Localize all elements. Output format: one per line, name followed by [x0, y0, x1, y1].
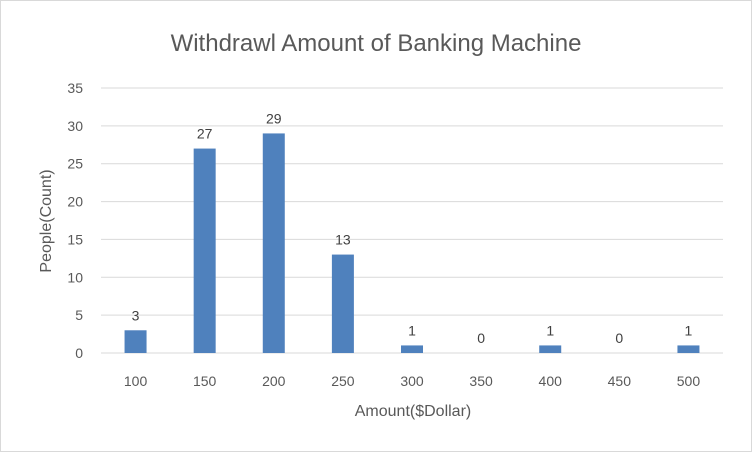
bar [124, 330, 147, 353]
x-tick-labels: 100 150 200 250 300 350 400 450 500 [124, 373, 700, 389]
x-tick-label: 400 [539, 373, 563, 389]
y-tick-label: 35 [67, 80, 83, 96]
x-tick-label: 100 [124, 373, 148, 389]
x-axis-label: Amount($Dollar) [355, 403, 471, 420]
bars [124, 133, 700, 353]
data-label: 0 [615, 330, 623, 346]
y-tick-labels: 0 5 10 15 20 25 30 35 [67, 80, 83, 361]
x-tick-label: 450 [608, 373, 632, 389]
y-tick-label: 15 [67, 231, 83, 247]
data-label: 13 [335, 232, 351, 248]
bar [262, 133, 285, 353]
data-label: 3 [132, 307, 140, 323]
y-tick-label: 0 [75, 345, 83, 361]
x-tick-label: 500 [677, 373, 701, 389]
y-tick-label: 20 [67, 194, 83, 210]
bar [539, 345, 562, 353]
data-label: 1 [546, 322, 554, 338]
data-label: 27 [197, 126, 213, 142]
y-tick-label: 30 [67, 118, 83, 134]
y-tick-label: 25 [67, 156, 83, 172]
x-tick-label: 150 [193, 373, 217, 389]
bar [331, 254, 354, 353]
data-label: 29 [266, 110, 282, 126]
bar [401, 345, 423, 353]
data-labels: 3 27 29 13 1 0 1 0 1 [132, 110, 693, 346]
x-tick-label: 350 [469, 373, 493, 389]
bar [193, 148, 216, 353]
data-label: 1 [408, 322, 416, 338]
x-tick-label: 250 [331, 373, 355, 389]
y-tick-label: 10 [67, 269, 83, 285]
chart-title: Withdrawl Amount of Banking Machine [171, 30, 582, 57]
y-tick-label: 5 [75, 307, 83, 323]
data-label: 0 [477, 330, 485, 346]
bar [677, 345, 700, 353]
x-tick-label: 300 [400, 373, 424, 389]
x-tick-label: 200 [262, 373, 286, 389]
data-label: 1 [685, 322, 693, 338]
y-axis-label: People(Count) [38, 169, 55, 272]
